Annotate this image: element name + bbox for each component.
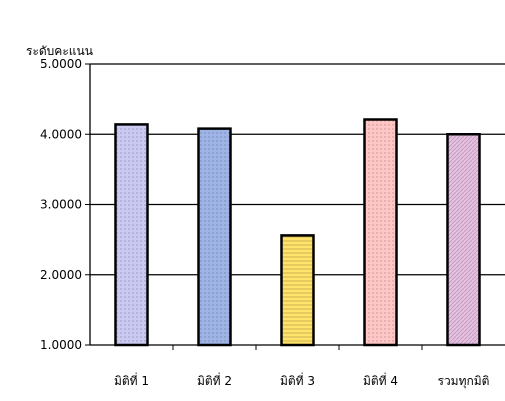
y-tick-label: 5.0000 (40, 57, 82, 71)
y-axis-title: ระดับคะแนน (26, 44, 93, 58)
bar-texture (364, 119, 397, 345)
y-tick-label: 4.0000 (40, 127, 82, 141)
x-tick-label: รวมทุกมิติ (438, 374, 490, 389)
bar-texture (281, 235, 314, 345)
x-tick-label: มิติที่ 4 (363, 372, 398, 388)
bar-texture (198, 128, 231, 345)
x-tick-label: มิติที่ 2 (197, 372, 232, 388)
y-tick-label: 1.0000 (40, 338, 82, 352)
x-tick-label: มิติที่ 3 (280, 372, 315, 388)
bar-texture (115, 124, 148, 345)
x-tick-label: มิติที่ 1 (114, 372, 149, 388)
y-tick-label: 2.0000 (40, 268, 82, 282)
bar-texture (447, 134, 480, 345)
y-tick-label: 3.0000 (40, 198, 82, 212)
